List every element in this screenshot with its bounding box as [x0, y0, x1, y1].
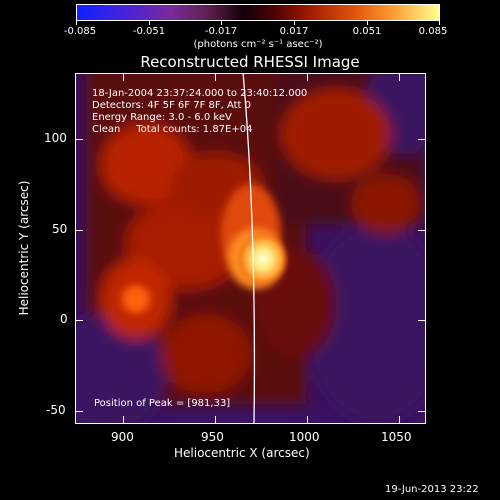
x-tick: [307, 416, 308, 423]
colorbar-tick: [221, 21, 222, 25]
x-tick-top: [307, 74, 308, 81]
colorbar-tick-label: 0.051: [352, 26, 382, 37]
y-tick-right: [418, 230, 425, 231]
x-tick: [123, 416, 124, 423]
rhessi-image: [76, 74, 425, 423]
flare-peak: [237, 231, 289, 287]
timestamp-footer: 19-Jun-2013 23:22: [385, 484, 479, 495]
x-tick: [399, 416, 400, 423]
x-tick-top: [123, 74, 124, 81]
y-tick: [76, 320, 83, 321]
colorbar-tick: [439, 21, 440, 25]
x-tick-top: [399, 74, 400, 81]
image-plot: 18-Jan-2004 23:37:24.000 to 23:40:12.000…: [75, 73, 426, 424]
x-tick-label: 1000: [289, 430, 320, 444]
colorbar-tick: [76, 21, 77, 25]
colorbar-tick: [294, 21, 295, 25]
clean-counts-text: Clean Total counts: 1.87E+04: [92, 124, 253, 135]
y-tick-right: [418, 320, 425, 321]
detectors-text: Detectors: 4F 5F 6F 7F 8F, Att 0: [92, 100, 252, 111]
y-axis-label: Heliocentric Y (arcsec): [17, 180, 31, 316]
y-tick: [76, 411, 83, 412]
energy-range-text: Energy Range: 3.0 - 6.0 keV: [92, 112, 232, 123]
x-tick-label: 900: [111, 430, 134, 444]
colorbar-tick-label: 0.017: [279, 26, 309, 37]
colorbar: [76, 4, 440, 21]
x-tick: [215, 416, 216, 423]
y-tick-label: 100: [44, 131, 67, 145]
x-tick-top: [215, 74, 216, 81]
colorbar-tick-label: 0.085: [418, 26, 448, 37]
x-axis-label: Heliocentric X (arcsec): [174, 446, 310, 460]
y-tick-label: 50: [52, 222, 68, 236]
plot-title: Reconstructed RHESSI Image: [140, 53, 360, 71]
y-tick-label: -50: [46, 403, 66, 417]
solar-limb-line: [242, 74, 256, 423]
x-tick-label: 1050: [381, 430, 412, 444]
y-tick: [76, 230, 83, 231]
y-tick-right: [418, 139, 425, 140]
y-tick-right: [418, 411, 425, 412]
colorbar-tick: [149, 21, 150, 25]
time-range-text: 18-Jan-2004 23:37:24.000 to 23:40:12.000: [92, 88, 308, 99]
y-tick: [76, 139, 83, 140]
colorbar-tick-label: -0.085: [63, 26, 97, 37]
peak-position-text: Position of Peak = [981,33]: [94, 398, 231, 409]
x-tick-label: 950: [201, 430, 224, 444]
colorbar-tick-label: -0.051: [132, 26, 166, 37]
colorbar-tick-label: -0.017: [204, 26, 238, 37]
colorbar-units: (photons cm⁻² s⁻¹ asec⁻²): [193, 39, 323, 50]
y-tick-label: 0: [60, 312, 68, 326]
colorbar-tick: [367, 21, 368, 25]
